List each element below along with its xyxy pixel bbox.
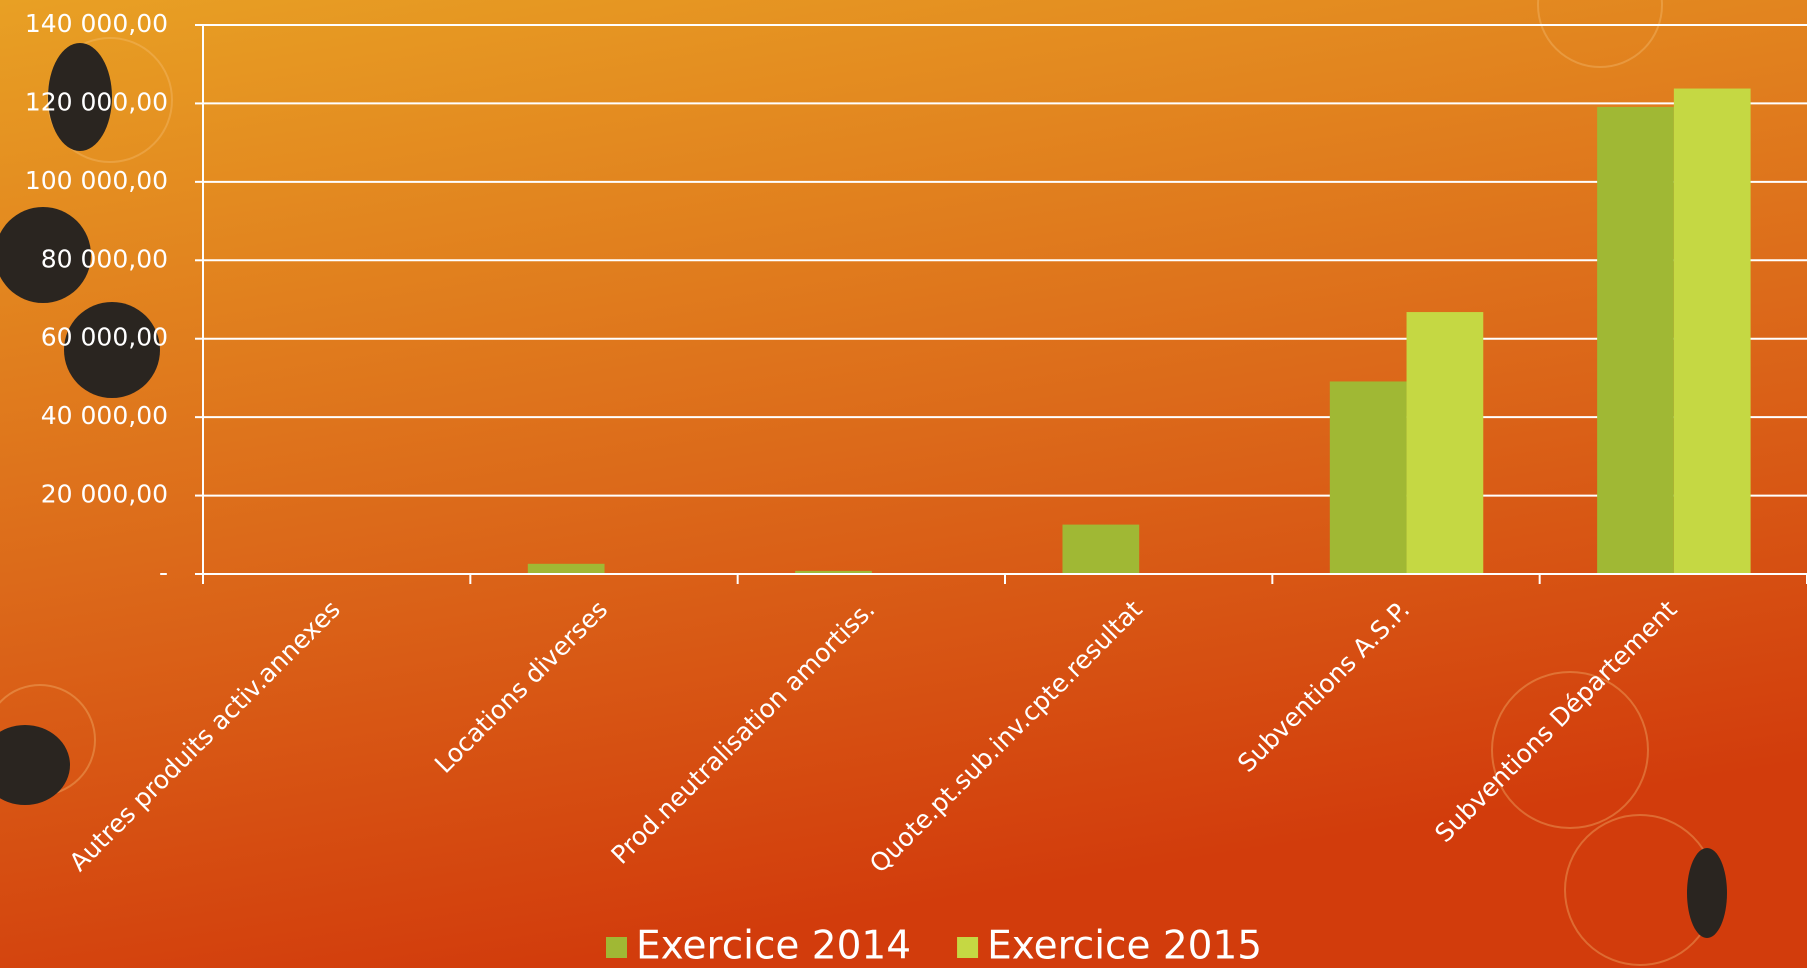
legend-label: Exercice 2015	[987, 924, 1262, 968]
y-tick-label: 60 000,00	[41, 323, 168, 352]
y-tick-label: 80 000,00	[41, 244, 168, 273]
bar	[1406, 312, 1484, 574]
bar	[1062, 524, 1140, 574]
y-tick-label: -	[159, 558, 168, 587]
y-tick-label: 100 000,00	[25, 166, 168, 195]
y-tick-label: 120 000,00	[25, 87, 168, 116]
legend-label: Exercice 2014	[636, 924, 911, 968]
bar	[1329, 381, 1407, 574]
bar	[1673, 88, 1751, 574]
bar	[527, 563, 605, 574]
y-tick-label: 140 000,00	[25, 9, 168, 38]
y-tick-label: 20 000,00	[41, 480, 168, 509]
legend-swatch	[957, 937, 979, 958]
bar	[1597, 106, 1674, 574]
y-tick-label: 40 000,00	[41, 401, 168, 430]
decoration	[0, 0, 1716, 966]
legend-swatch	[606, 937, 627, 958]
bar	[795, 570, 872, 574]
decoration	[0, 43, 1727, 938]
